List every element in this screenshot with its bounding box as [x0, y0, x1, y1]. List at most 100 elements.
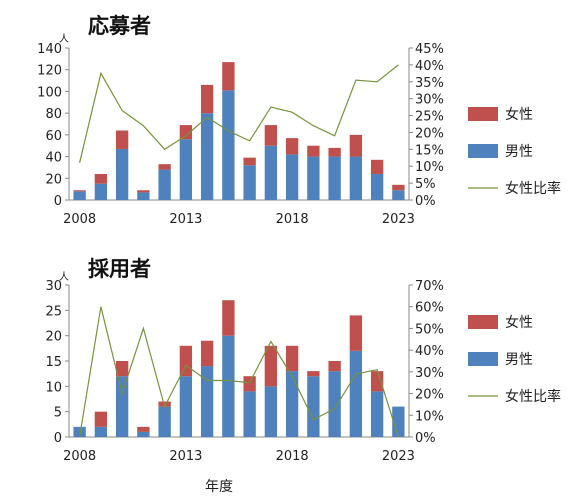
y2-tick-label: 20% [415, 126, 444, 141]
legend-label-female: 女性 [505, 314, 533, 331]
x-tick-label: 2018 [276, 212, 309, 227]
y2-tick-label: 15% [415, 143, 444, 158]
bar-female-2013 [179, 345, 193, 377]
bar-male-2016 [243, 391, 256, 437]
y2-tick-label: 30% [415, 93, 444, 108]
legend-label-male: 男性 [505, 144, 533, 160]
bar-male-2008 [73, 426, 86, 437]
x-tick-label: 2018 [276, 449, 309, 464]
x-tick-label: 2023 [382, 449, 415, 464]
bar-male-2020 [328, 156, 341, 200]
y-unit-label: 人 [59, 271, 69, 283]
y2-tick-label: 35% [415, 76, 444, 91]
bar-male-2013 [179, 139, 193, 200]
bar-male-2023 [392, 190, 405, 200]
bar-female-2022 [370, 371, 384, 392]
bar-male-2012 [158, 169, 171, 200]
bar-female-2022 [370, 159, 384, 174]
bar-male-2014 [200, 113, 214, 200]
bar-male-2009 [94, 426, 108, 437]
chart-title: 採用者 [88, 257, 151, 281]
y-tick-label: 140 [37, 42, 62, 57]
bar-female-2019 [307, 371, 320, 377]
y2-tick-label: 5% [415, 177, 436, 192]
x-tick-label: 2013 [169, 449, 202, 464]
bar-female-2009 [94, 411, 108, 427]
y2-tick-label: 10% [415, 409, 444, 424]
bar-female-2021 [349, 134, 363, 157]
bar-female-2011 [137, 190, 150, 193]
ratio-line [79, 64, 399, 163]
bar-male-2015 [222, 335, 235, 437]
x-axis-title: 年度 [205, 479, 233, 495]
legend-label-male: 男性 [505, 352, 533, 368]
bar-female-2017 [264, 125, 278, 146]
bar-male-2022 [370, 391, 384, 437]
bar-male-2008 [73, 191, 86, 200]
bar-female-2018 [285, 138, 299, 155]
y2-tick-label: 45% [415, 42, 444, 57]
bar-female-2019 [307, 145, 320, 157]
bar-male-2019 [307, 376, 320, 437]
bar-male-2018 [285, 154, 299, 200]
bar-female-2012 [158, 164, 171, 170]
y-tick-label: 20 [45, 330, 62, 345]
y-tick-label: 25 [45, 304, 62, 319]
bar-male-2010 [115, 148, 129, 200]
y-unit-label: 人 [59, 33, 69, 45]
y-tick-label: 30 [45, 279, 62, 294]
legend-label-female: 女性 [505, 106, 533, 123]
x-tick-label: 2008 [63, 212, 96, 227]
bar-female-2014 [200, 340, 214, 367]
bar-male-2012 [158, 406, 171, 437]
y2-tick-label: 60% [415, 301, 444, 316]
bar-female-2018 [285, 345, 299, 372]
y-tick-label: 40 [45, 151, 62, 166]
bar-female-2015 [222, 62, 235, 91]
bar-female-2012 [158, 401, 171, 407]
y2-tick-label: 0% [415, 194, 436, 209]
x-tick-label: 2013 [169, 212, 202, 227]
bar-male-2023 [392, 406, 405, 437]
bar-male-2014 [200, 366, 214, 437]
bar-male-2018 [285, 371, 299, 437]
bar-male-2017 [264, 386, 278, 437]
bar-female-2008 [73, 190, 86, 192]
bar-female-2020 [328, 147, 341, 157]
legend-swatch-male [468, 352, 498, 366]
y-tick-label: 80 [45, 107, 62, 122]
bar-female-2014 [200, 84, 214, 114]
y2-tick-label: 0% [415, 431, 436, 446]
bar-male-2009 [94, 183, 108, 200]
bar-female-2016 [243, 157, 256, 166]
legend-label-ratio: 女性比率 [505, 388, 561, 405]
bar-male-2011 [137, 431, 150, 437]
y-tick-label: 20 [45, 172, 62, 187]
y-tick-label: 120 [37, 64, 62, 79]
y2-tick-label: 50% [415, 322, 444, 337]
y2-tick-label: 20% [415, 388, 444, 403]
bar-female-2010 [115, 361, 129, 377]
bar-female-2021 [349, 315, 363, 351]
x-tick-label: 2008 [63, 449, 96, 464]
y-tick-label: 5 [54, 406, 62, 421]
bar-male-2019 [307, 156, 320, 200]
y2-tick-label: 70% [415, 279, 444, 294]
bar-male-2022 [370, 173, 384, 200]
bar-male-2015 [222, 90, 235, 200]
legend-swatch-female [468, 315, 498, 329]
bar-female-2016 [243, 376, 256, 392]
y-tick-label: 0 [54, 194, 62, 209]
bar-male-2011 [137, 192, 150, 200]
legend-swatch-female [468, 107, 498, 121]
bar-female-2013 [179, 125, 193, 140]
bar-female-2010 [115, 130, 129, 149]
y-tick-label: 60 [45, 129, 62, 144]
y2-tick-label: 40% [415, 344, 444, 359]
bar-female-2023 [392, 184, 405, 191]
legend-swatch-male [468, 144, 498, 158]
